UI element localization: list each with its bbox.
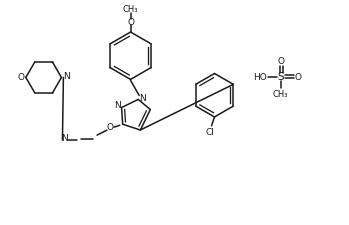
Text: N: N (139, 94, 146, 103)
Text: O: O (277, 57, 284, 66)
Text: S: S (277, 72, 284, 82)
Text: O: O (17, 73, 24, 82)
Text: CH₃: CH₃ (123, 5, 138, 14)
Text: O: O (106, 123, 113, 132)
Text: O: O (127, 18, 134, 27)
Text: CH₃: CH₃ (273, 90, 288, 99)
Text: O: O (295, 73, 302, 82)
Text: N: N (63, 72, 70, 81)
Text: N: N (61, 134, 68, 143)
Text: N: N (114, 101, 121, 110)
Text: HO: HO (253, 73, 267, 82)
Text: Cl: Cl (205, 128, 214, 137)
